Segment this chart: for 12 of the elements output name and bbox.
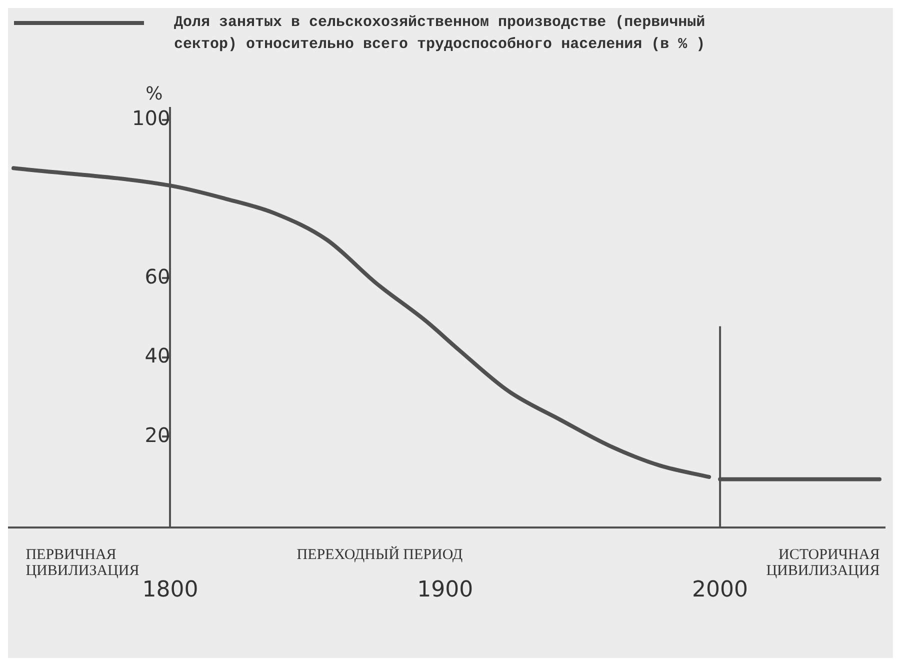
- text: ПЕРЕХОДНЫЙ ПЕРИОД: [296, 546, 463, 564]
- text: ИСТОРИЧНАЯ ЦИВИЛИЗАЦИЯ: [766, 547, 880, 580]
- y-tick-label: 40: [144, 344, 170, 368]
- y-tick-label: 60: [144, 264, 170, 288]
- y-tick-label: 100: [132, 106, 170, 130]
- y-axis-title: %: [146, 84, 163, 105]
- x-tick-label: 2000: [692, 578, 748, 603]
- x-tick-label: 1900: [417, 578, 474, 603]
- text: ПЕРВИЧНАЯ ЦИВИЛИЗАЦИЯ: [26, 547, 140, 580]
- y-tick-label: 20: [144, 422, 170, 447]
- x-tick-label: 1800: [142, 578, 198, 603]
- text: Доля занятых в сельскохозяйственном производстве (первичный сектор) относительно всего трудоспособного населения (в % ): [174, 13, 706, 55]
